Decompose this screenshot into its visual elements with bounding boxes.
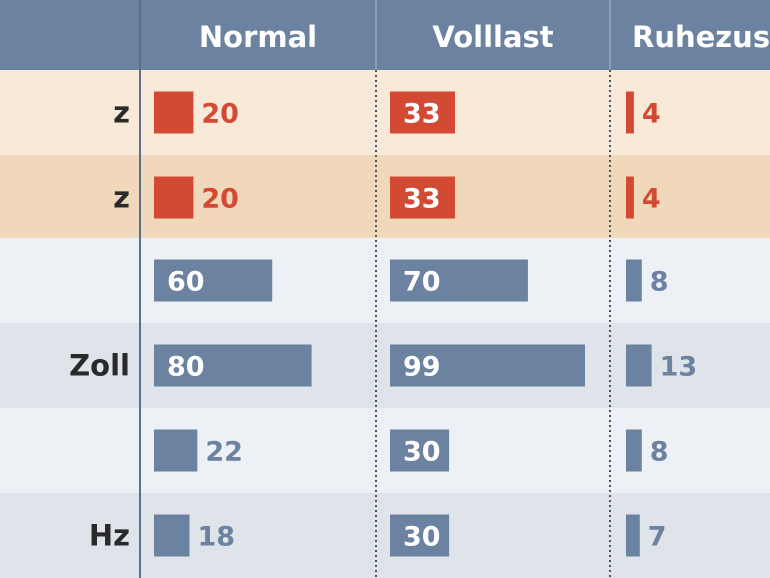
bar [154,514,190,557]
data-label: 20 [201,184,239,215]
bar [626,429,642,472]
row-background [0,493,770,578]
bar [154,91,194,134]
row-label: z [113,96,130,130]
data-label: 13 [660,352,698,383]
data-label: 33 [403,99,441,130]
bar [626,91,634,134]
bar [390,91,456,134]
column-header-2: Ruhezust [632,20,770,54]
header-background [0,0,770,70]
bar [154,429,198,472]
row-background [0,155,770,238]
bar [154,259,273,302]
data-label: 22 [205,437,243,468]
bar-marks: z 20 33 4 z 20 33 4 60 70 8 Zoll 80 99 13 22 30 8 Hz 18 30 7 [69,91,698,557]
row-background [0,70,770,155]
bar [390,429,450,472]
data-label: 4 [642,184,661,215]
data-label: 30 [403,437,441,468]
data-label: 8 [650,267,669,298]
bar [154,176,194,219]
data-label: 20 [201,99,239,130]
bar [626,259,642,302]
bar [154,344,312,387]
row-label: z [113,181,130,215]
bar [390,514,450,557]
data-label: 80 [167,352,205,383]
row-label: Hz [89,519,130,553]
bar [626,176,634,219]
table-header: Normal Volllast Ruhezust [0,0,770,70]
data-label: 8 [650,437,669,468]
bar [626,514,640,557]
row-backgrounds [0,70,770,578]
bar [390,259,528,302]
data-label: 18 [197,522,235,553]
data-label: 99 [403,352,441,383]
bar [390,176,456,219]
data-label: 70 [403,267,441,298]
bar [626,344,652,387]
column-header-1: Volllast [432,20,553,54]
bar [390,344,586,387]
data-label: 4 [642,99,661,130]
data-label: 60 [167,267,205,298]
row-label: Zoll [69,349,130,383]
data-label: 33 [403,184,441,215]
data-label: 7 [648,522,667,553]
column-separators [139,0,611,578]
data-label: 30 [403,522,441,553]
column-header-0: Normal [199,20,317,54]
